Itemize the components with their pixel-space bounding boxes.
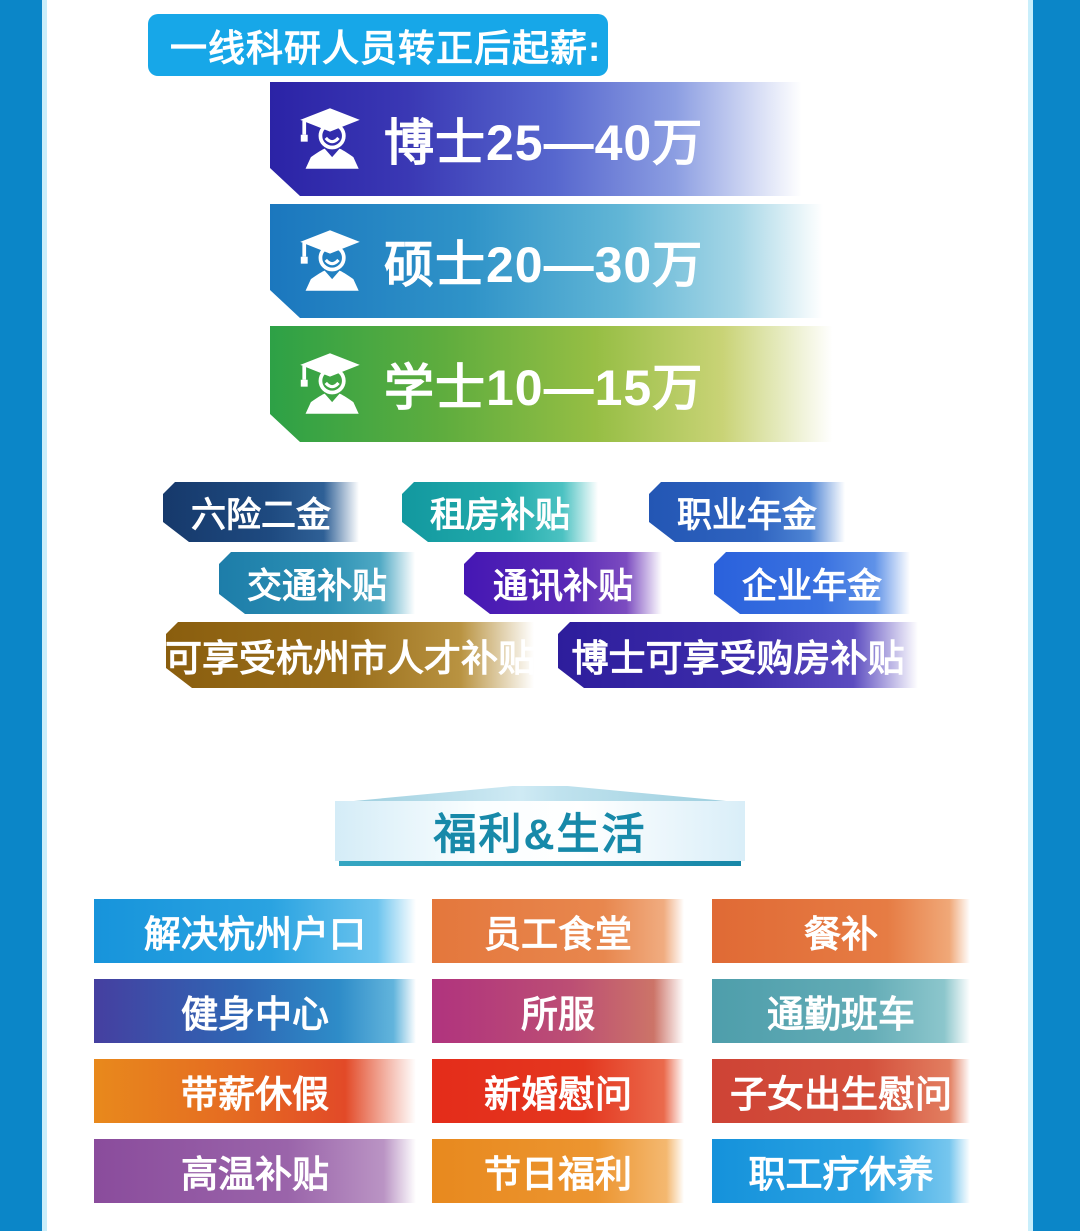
welfare-cell-label: 职工疗休养 <box>748 1154 934 1195</box>
salary-doctor-label: 博士25—40万 <box>384 115 704 171</box>
salary-master-label: 硕士20—30万 <box>384 237 704 293</box>
perk-tag-doctor-housing-subsidy: 博士可享受购房补贴 <box>558 622 918 688</box>
welfare-banner: 福利&生活 <box>335 786 745 866</box>
welfare-cell-label: 员工食堂 <box>484 914 632 955</box>
salary-section-title: 一线科研人员转正后起薪: <box>170 28 602 69</box>
welfare-cell-gym: 健身中心 <box>94 979 416 1043</box>
welfare-cell-meal-allowance: 餐补 <box>712 899 970 963</box>
welfare-cell-heat-subsidy: 高温补贴 <box>94 1139 416 1203</box>
welfare-cell-label: 节日福利 <box>484 1154 632 1195</box>
perk-tag-hangzhou-talent-subsidy: 可享受杭州市人才补贴 <box>166 622 534 688</box>
right-border-strip <box>1028 0 1033 1231</box>
salary-bachelor-label: 学士10—15万 <box>384 360 704 416</box>
welfare-cell-label: 新婚慰问 <box>484 1074 632 1115</box>
welfare-cell-label: 所服 <box>521 994 595 1035</box>
welfare-cell-paid-leave: 带薪休假 <box>94 1059 416 1123</box>
welfare-cell-shuttle-bus: 通勤班车 <box>712 979 970 1043</box>
perk-tag-enterprise-annuity: 企业年金 <box>714 552 910 614</box>
salary-section-header: 一线科研人员转正后起薪: <box>148 14 608 76</box>
perk-tag-label: 职业年金 <box>676 495 817 535</box>
left-border-bar <box>0 0 42 1231</box>
perk-tag-insurance: 六险二金 <box>163 482 359 542</box>
welfare-cell-wedding-gift: 新婚慰问 <box>432 1059 684 1123</box>
welfare-cell-label: 带薪休假 <box>181 1074 329 1115</box>
welfare-cell-uniform: 所服 <box>432 979 684 1043</box>
perk-tag-occupational-pension: 职业年金 <box>649 482 845 542</box>
welfare-cell-label: 通勤班车 <box>767 994 915 1035</box>
welfare-cell-recuperation: 职工疗休养 <box>712 1139 970 1203</box>
perk-tag-transport-subsidy: 交通补贴 <box>219 552 415 614</box>
welfare-cell-holiday-benefits: 节日福利 <box>432 1139 684 1203</box>
salary-bar-bachelor: 学士10—15万 <box>270 326 850 442</box>
salary-bar-doctor: 博士25—40万 <box>270 82 818 196</box>
welfare-cell-label: 子女出生慰问 <box>730 1074 952 1115</box>
welfare-cell-label: 解决杭州户口 <box>144 914 366 955</box>
banner-underline <box>339 861 741 866</box>
graduate-icon <box>296 103 364 175</box>
right-border-bar <box>1033 0 1080 1231</box>
perk-tag-label: 博士可享受购房补贴 <box>571 638 905 679</box>
perk-tag-communication-subsidy: 通讯补贴 <box>464 552 662 614</box>
salary-bar-master: 硕士20—30万 <box>270 204 840 318</box>
perk-tag-label: 租房补贴 <box>429 495 570 535</box>
perk-tag-label: 可享受杭州市人才补贴 <box>165 638 535 679</box>
graduate-icon <box>296 348 364 420</box>
banner-body: 福利&生活 <box>335 801 745 861</box>
perk-tag-label: 六险二金 <box>190 495 331 535</box>
welfare-cell-label: 高温补贴 <box>181 1154 329 1195</box>
welfare-cell-canteen: 员工食堂 <box>432 899 684 963</box>
perk-tag-label: 交通补贴 <box>246 566 387 606</box>
welfare-cell-label: 餐补 <box>804 914 878 955</box>
welfare-cell-hukou: 解决杭州户口 <box>94 899 416 963</box>
perk-tag-label: 企业年金 <box>741 566 882 606</box>
perk-tag-rent-subsidy: 租房补贴 <box>402 482 598 542</box>
left-border-strip <box>42 0 47 1231</box>
graduate-icon <box>296 225 364 297</box>
welfare-title: 福利&生活 <box>433 811 647 859</box>
perk-tag-label: 通讯补贴 <box>492 566 633 606</box>
welfare-cell-childbirth-gift: 子女出生慰问 <box>712 1059 970 1123</box>
welfare-cell-label: 健身中心 <box>181 994 329 1035</box>
